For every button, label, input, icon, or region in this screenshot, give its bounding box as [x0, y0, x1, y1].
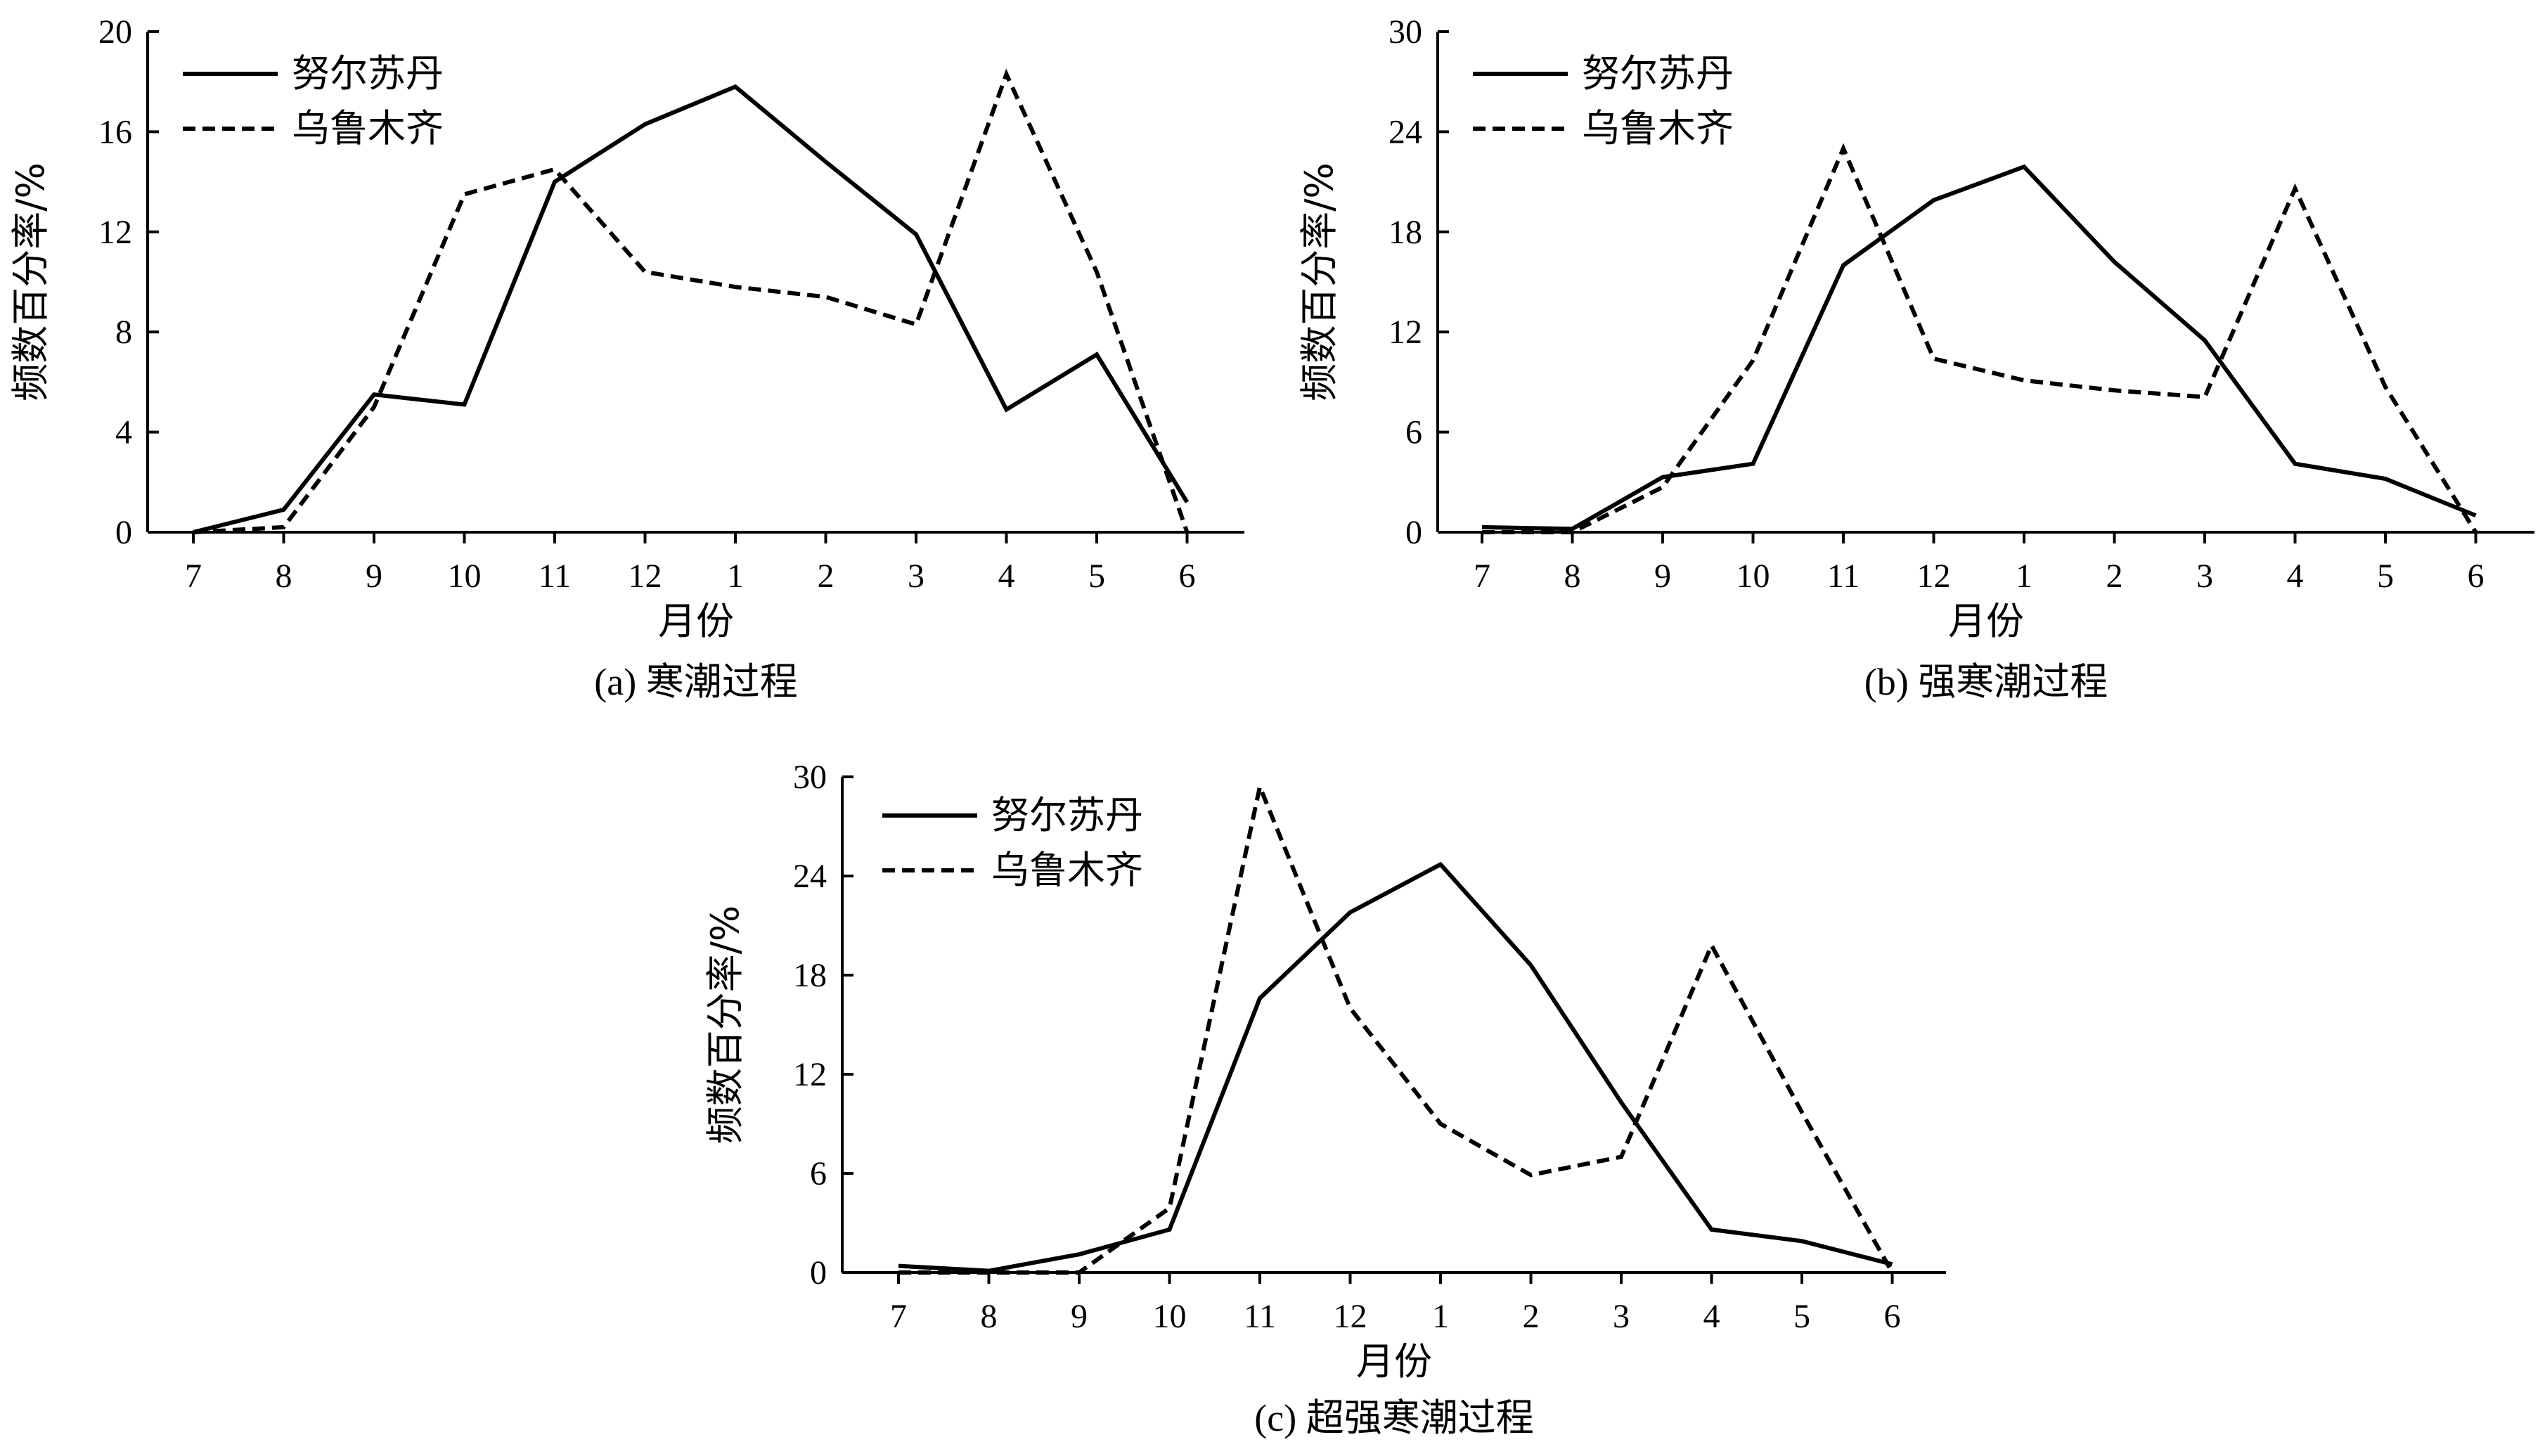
x-tick-label: 8	[981, 1298, 998, 1335]
x-tick-label: 2	[818, 558, 835, 595]
x-tick-label: 9	[1071, 1298, 1088, 1335]
y-axis-title: 频数百分率/%	[1297, 162, 1341, 401]
y-tick-label: 24	[1389, 113, 1422, 150]
y-tick-label: 6	[810, 1155, 827, 1192]
x-tick-label: 3	[2196, 558, 2213, 595]
x-tick-label: 11	[539, 558, 571, 595]
x-tick-label: 6	[1179, 558, 1196, 595]
series-line-dashed	[898, 779, 1895, 1275]
panel-caption: (b) 强寒潮过程	[1864, 661, 2108, 703]
y-tick-label: 0	[115, 514, 132, 551]
legend-label: 乌鲁木齐	[1582, 106, 1734, 150]
series-line-solid	[1481, 164, 2477, 531]
x-tick-label: 10	[1737, 558, 1770, 595]
x-tick-label: 4	[1703, 1298, 1720, 1335]
legend-label: 乌鲁木齐	[292, 106, 444, 150]
y-tick-label: 8	[115, 314, 132, 351]
x-tick-label: 9	[366, 558, 382, 595]
legend-label: 努尔苏丹	[292, 51, 444, 96]
legend-label: 努尔苏丹	[1582, 51, 1734, 96]
x-tick-label: 3	[908, 558, 924, 595]
panel-caption: (a) 寒潮过程	[594, 661, 797, 703]
y-tick-label: 12	[98, 214, 132, 251]
x-tick-label: 12	[629, 558, 662, 595]
series-line-dashed	[193, 68, 1190, 534]
x-tick-label: 7	[185, 558, 202, 595]
x-tick-label: 4	[2287, 558, 2304, 595]
x-tick-label: 3	[1613, 1298, 1630, 1335]
y-tick-label: 20	[98, 13, 132, 51]
y-tick-label: 24	[793, 858, 827, 895]
x-tick-label: 7	[890, 1298, 907, 1335]
x-tick-label: 6	[1884, 1298, 1901, 1335]
y-tick-label: 18	[1389, 214, 1422, 251]
y-tick-label: 30	[1389, 13, 1422, 51]
x-axis-title: 月份	[658, 599, 734, 643]
x-axis-title: 月份	[1948, 599, 2024, 643]
x-tick-label: 12	[1334, 1298, 1367, 1335]
y-tick-label: 18	[793, 957, 827, 994]
y-axis-title: 频数百分率/%	[8, 162, 53, 401]
x-tick-label: 10	[448, 558, 482, 595]
y-tick-label: 6	[1405, 414, 1422, 451]
x-tick-label: 8	[276, 558, 292, 595]
x-axis-title: 月份	[1356, 1339, 1432, 1384]
y-tick-label: 0	[1405, 514, 1422, 551]
y-tick-label: 16	[98, 113, 132, 150]
series-line-solid	[193, 84, 1190, 534]
legend-label: 努尔苏丹	[991, 793, 1143, 837]
series-line-dashed	[1482, 143, 2478, 534]
x-tick-label: 10	[1153, 1298, 1187, 1335]
x-tick-label: 1	[1432, 1298, 1449, 1335]
legend-label: 乌鲁木齐	[991, 848, 1143, 892]
x-tick-label: 2	[1523, 1298, 1540, 1335]
x-tick-label: 5	[2377, 558, 2394, 595]
x-tick-label: 9	[1654, 558, 1671, 595]
x-tick-label: 11	[1827, 558, 1860, 595]
y-axis-title: 频数百分率/%	[703, 906, 747, 1145]
y-tick-label: 12	[1389, 314, 1422, 351]
panel-caption: (c) 超强寒潮过程	[1254, 1397, 1533, 1439]
x-tick-label: 5	[1088, 558, 1105, 595]
x-tick-label: 1	[2016, 558, 2032, 595]
x-tick-label: 5	[1793, 1298, 1810, 1335]
x-tick-label: 12	[1917, 558, 1951, 595]
x-tick-label: 7	[1474, 558, 1490, 595]
y-tick-label: 0	[810, 1254, 827, 1291]
x-tick-label: 4	[998, 558, 1015, 595]
x-tick-label: 2	[2106, 558, 2123, 595]
y-tick-label: 12	[793, 1056, 827, 1093]
x-tick-label: 1	[727, 558, 744, 595]
x-tick-label: 11	[1244, 1298, 1276, 1335]
x-tick-label: 6	[2468, 558, 2485, 595]
series-line-solid	[898, 861, 1893, 1273]
x-tick-label: 8	[1564, 558, 1581, 595]
y-tick-label: 4	[115, 414, 132, 451]
y-tick-label: 30	[793, 759, 827, 796]
